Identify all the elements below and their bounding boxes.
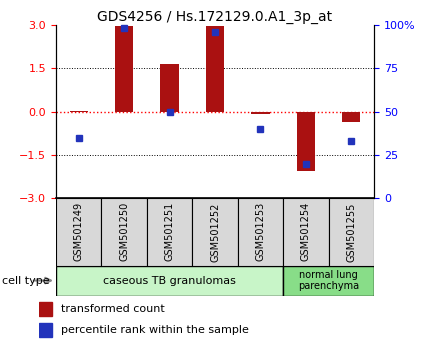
Bar <box>283 198 329 266</box>
Bar <box>192 198 238 266</box>
Bar <box>160 64 178 112</box>
Bar <box>101 198 147 266</box>
Bar <box>297 112 315 171</box>
Text: GSM501255: GSM501255 <box>347 202 356 262</box>
Text: caseous TB granulomas: caseous TB granulomas <box>103 275 236 286</box>
Bar <box>70 111 88 112</box>
Text: normal lung
parenchyma: normal lung parenchyma <box>298 270 359 291</box>
Text: percentile rank within the sample: percentile rank within the sample <box>61 325 249 335</box>
Text: GSM501249: GSM501249 <box>74 202 83 262</box>
Bar <box>39 302 52 316</box>
Text: GSM501253: GSM501253 <box>255 202 265 262</box>
Title: GDS4256 / Hs.172129.0.A1_3p_at: GDS4256 / Hs.172129.0.A1_3p_at <box>98 10 332 24</box>
Text: cell type: cell type <box>2 275 50 286</box>
Text: GSM501250: GSM501250 <box>119 202 129 262</box>
Bar <box>283 266 374 296</box>
Text: GSM501254: GSM501254 <box>301 202 311 262</box>
Bar <box>147 198 192 266</box>
Bar <box>56 198 101 266</box>
Text: GSM501251: GSM501251 <box>165 202 175 262</box>
Text: GSM501252: GSM501252 <box>210 202 220 262</box>
Bar <box>342 112 360 122</box>
Bar <box>115 26 133 112</box>
Bar <box>56 266 283 296</box>
Text: transformed count: transformed count <box>61 304 164 314</box>
Bar <box>238 198 283 266</box>
Bar <box>252 112 270 114</box>
Bar <box>329 198 374 266</box>
Bar <box>39 323 52 337</box>
Bar <box>206 26 224 112</box>
